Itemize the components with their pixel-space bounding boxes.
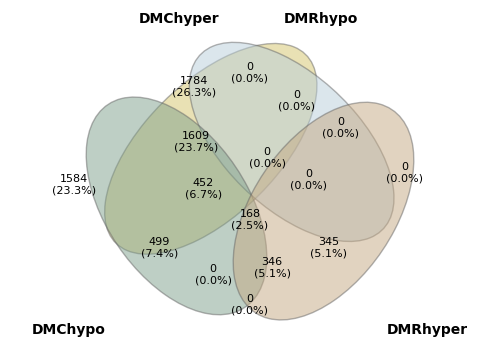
Ellipse shape <box>190 42 394 241</box>
Text: 346
(5.1%): 346 (5.1%) <box>254 257 290 279</box>
Text: 0
(0.0%): 0 (0.0%) <box>248 147 286 168</box>
Text: 0
(0.0%): 0 (0.0%) <box>290 169 328 191</box>
Text: 1584
(23.3%): 1584 (23.3%) <box>52 174 96 196</box>
Text: 452
(6.7%): 452 (6.7%) <box>185 178 222 199</box>
Ellipse shape <box>86 97 267 315</box>
Text: DMChypo: DMChypo <box>32 323 106 337</box>
Text: DMRhyper: DMRhyper <box>387 323 468 337</box>
Text: 168
(2.5%): 168 (2.5%) <box>232 209 268 231</box>
Text: 0
(0.0%): 0 (0.0%) <box>232 294 268 315</box>
Text: 0
(0.0%): 0 (0.0%) <box>195 264 232 286</box>
Text: 0
(0.0%): 0 (0.0%) <box>232 62 268 84</box>
Text: 0
(0.0%): 0 (0.0%) <box>278 90 315 111</box>
Ellipse shape <box>104 43 317 254</box>
Text: 345
(5.1%): 345 (5.1%) <box>310 237 347 258</box>
Text: 1784
(26.3%): 1784 (26.3%) <box>172 76 216 97</box>
Text: 0
(0.0%): 0 (0.0%) <box>386 162 423 184</box>
Text: 499
(7.4%): 499 (7.4%) <box>140 237 178 258</box>
Ellipse shape <box>233 102 414 320</box>
Text: 1609
(23.7%): 1609 (23.7%) <box>174 131 218 153</box>
Text: 0
(0.0%): 0 (0.0%) <box>322 117 359 139</box>
Text: DMChyper: DMChyper <box>138 12 220 26</box>
Text: DMRhypo: DMRhypo <box>284 12 358 26</box>
